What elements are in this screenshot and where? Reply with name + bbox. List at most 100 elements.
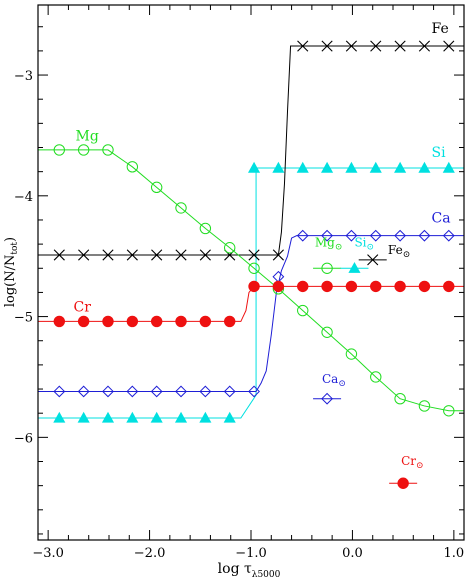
data-point-cr [126, 315, 139, 328]
data-point-cr [199, 315, 212, 328]
data-point-si [101, 411, 115, 423]
data-point-cr [370, 280, 382, 293]
data-point-ca [248, 385, 260, 398]
data-point-si [53, 411, 66, 423]
y-tick-label: −5 [14, 311, 33, 326]
data-point-si [394, 161, 407, 173]
data-point-si [272, 161, 285, 173]
solar-label-text: Fe [388, 243, 403, 257]
data-point-si [369, 161, 382, 173]
data-point-mg [248, 262, 260, 274]
data-point-fe [345, 40, 358, 52]
x-tick-label: 1.0 [444, 546, 465, 561]
series-line-si [38, 167, 464, 419]
data-point-cr [224, 315, 236, 328]
solar-point-si [348, 262, 361, 273]
data-point-ca [345, 229, 358, 242]
data-point-ca [394, 229, 407, 242]
data-point-cr [345, 280, 358, 293]
series-label-ca: Ca [432, 210, 451, 226]
solar-point-mg [321, 262, 333, 274]
data-point-fe [370, 40, 382, 52]
series-line-mg [38, 149, 464, 412]
series-line-ca [38, 235, 464, 392]
data-point-mg [345, 348, 358, 360]
y-axis-label: log(N/Ntot) [3, 237, 20, 307]
data-point-fe [78, 249, 90, 261]
data-point-cr [175, 315, 187, 328]
data-point-ca [199, 385, 212, 398]
data-point-ca [321, 229, 333, 242]
solar-label-fe: Fe⊙ [388, 243, 410, 260]
data-point-si [418, 161, 431, 173]
y-axis-label-sub: tot [10, 242, 20, 255]
data-point-fe [321, 40, 333, 52]
x-tick-label: 0.0 [342, 546, 363, 561]
solar-label-text: Ca [322, 372, 338, 386]
data-point-ca [53, 385, 66, 398]
series-line-fe [38, 45, 464, 256]
series-label-mg: Mg [76, 128, 99, 144]
data-point-mg [53, 144, 65, 156]
data-point-si [223, 411, 236, 423]
data-point-fe [443, 40, 455, 52]
x-tick-label: −2.0 [134, 546, 166, 561]
data-point-mg [418, 400, 431, 412]
data-point-fe [272, 249, 284, 261]
data-point-mg [370, 371, 382, 383]
solar-label-sub: ⊙ [335, 243, 343, 253]
data-point-fe [53, 249, 65, 261]
data-point-ca [418, 229, 431, 242]
data-point-fe [126, 249, 138, 261]
data-point-mg [175, 202, 187, 214]
data-point-si [77, 411, 90, 423]
data-point-ca [175, 385, 187, 398]
x-tick-label: −1.0 [235, 546, 267, 561]
solar-label-text: Si [354, 236, 366, 250]
data-point-si [174, 411, 188, 423]
data-point-ca [442, 229, 455, 242]
data-point-si [126, 411, 139, 423]
data-point-si [345, 161, 358, 173]
series-label-si: Si [432, 145, 447, 161]
data-point-cr [394, 280, 406, 293]
data-point-cr [443, 280, 455, 293]
x-axis-label: log τλ5000 [218, 561, 281, 580]
solar-label-sub: ⊙ [416, 461, 424, 471]
data-point-si [247, 161, 261, 173]
data-point-ca [296, 229, 309, 242]
data-point-cr [102, 315, 114, 328]
data-point-fe [151, 249, 163, 261]
data-point-cr [272, 280, 285, 293]
data-point-mg [126, 161, 139, 173]
data-point-fe [199, 249, 211, 261]
data-point-mg [443, 405, 455, 417]
data-point-si [296, 161, 309, 173]
data-point-fe [248, 249, 260, 261]
solar-label-sub: ⊙ [338, 379, 346, 389]
data-point-fe [394, 40, 406, 52]
data-point-mg [394, 393, 406, 405]
data-point-mg [199, 222, 212, 235]
solar-label-sub: ⊙ [367, 243, 375, 253]
solar-label-cr: Cr⊙ [401, 454, 423, 471]
axes: −3.0 −2.0 −1.0 0.0 1.0 −3 −4 −5 −6 [14, 5, 464, 561]
data-point-cr [77, 315, 90, 328]
data-point-fe [418, 40, 431, 52]
y-tick-label: −4 [14, 190, 33, 205]
data-point-ca [77, 385, 90, 398]
data-point-si [199, 411, 212, 423]
data-point-ca [272, 270, 285, 283]
data-point-cr [150, 315, 163, 328]
data-point-ca [126, 385, 139, 398]
solar-label-si: Si⊙ [354, 236, 374, 253]
data-point-si [150, 411, 163, 423]
data-point-fe [175, 249, 187, 261]
solar-label-sub: ⊙ [403, 250, 411, 260]
solar-point-fe [367, 254, 379, 266]
data-point-cr [297, 280, 309, 293]
data-point-cr [248, 280, 260, 293]
x-axis-label-sub: λ5000 [252, 570, 281, 580]
